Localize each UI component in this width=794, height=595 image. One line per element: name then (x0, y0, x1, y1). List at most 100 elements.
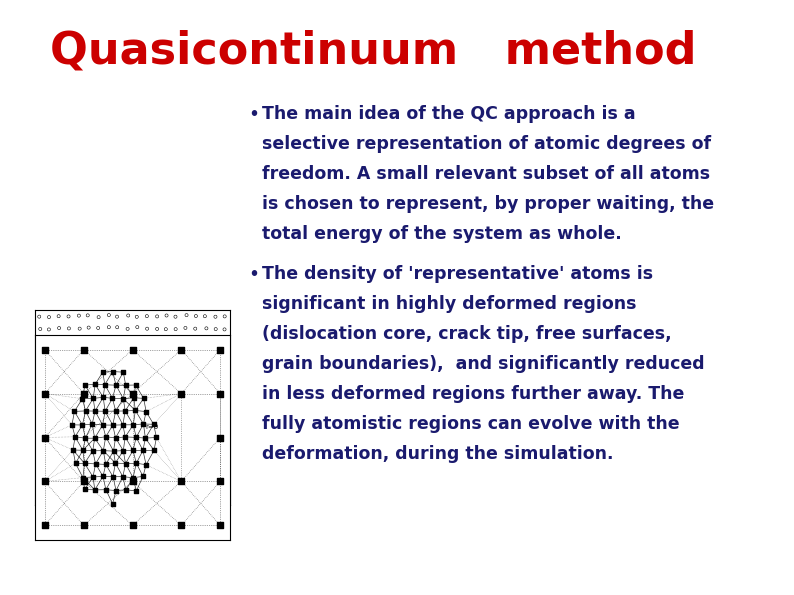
Point (191, 347, 203, 356)
Point (190, 311, 202, 321)
Point (151, 312, 164, 321)
Point (110, 486, 122, 495)
Point (218, 457, 231, 466)
Point (210, 421, 222, 430)
Point (98, 406, 111, 416)
Point (83, 360, 95, 369)
Point (160, 385, 172, 394)
Point (150, 396, 163, 406)
Point (199, 359, 212, 368)
Point (43, 410, 56, 419)
Point (180, 311, 193, 320)
Point (121, 324, 134, 334)
Point (52, 323, 65, 333)
Point (121, 372, 134, 381)
Point (83, 334, 95, 344)
Point (102, 434, 115, 443)
Point (101, 360, 114, 369)
Point (199, 421, 212, 431)
Point (82, 421, 94, 431)
Point (67, 445, 79, 455)
Point (141, 409, 153, 418)
Point (121, 410, 134, 419)
Point (148, 446, 160, 455)
Point (82, 371, 94, 381)
Point (218, 409, 231, 419)
Point (198, 349, 211, 359)
Point (140, 397, 152, 406)
Point (160, 421, 173, 430)
Point (148, 419, 160, 429)
Point (130, 384, 143, 393)
Point (79, 434, 92, 443)
Point (140, 372, 152, 382)
Point (43, 325, 56, 334)
Point (219, 434, 232, 443)
Point (199, 446, 212, 455)
Point (93, 336, 106, 345)
Point (99, 460, 112, 469)
Point (33, 396, 46, 406)
Point (34, 469, 47, 479)
Point (34, 347, 47, 357)
Point (66, 420, 79, 430)
Point (43, 459, 56, 468)
Point (140, 460, 152, 469)
Point (52, 444, 65, 454)
Point (52, 495, 65, 505)
Point (38, 345, 51, 355)
Point (170, 335, 183, 345)
Point (106, 367, 119, 377)
Point (121, 337, 134, 346)
Point (141, 444, 154, 454)
Point (71, 434, 84, 443)
Point (83, 433, 95, 442)
Point (73, 347, 86, 356)
Point (96, 367, 109, 377)
Text: selective representation of atomic degrees of: selective representation of atomic degre… (262, 135, 711, 153)
Point (102, 334, 115, 344)
Point (160, 359, 172, 369)
Point (98, 380, 111, 390)
Point (189, 384, 202, 393)
Point (38, 477, 51, 486)
Point (83, 347, 95, 357)
Point (101, 495, 114, 505)
Point (151, 349, 164, 358)
Point (171, 384, 183, 393)
Point (199, 383, 212, 393)
Point (44, 494, 56, 503)
Point (87, 472, 99, 482)
Point (43, 384, 56, 394)
Point (129, 380, 142, 390)
Point (214, 433, 226, 442)
Point (180, 433, 193, 443)
Point (43, 347, 56, 357)
Point (33, 384, 46, 394)
Point (219, 336, 232, 345)
Point (102, 458, 115, 468)
Point (73, 494, 86, 503)
Point (152, 471, 164, 480)
Point (220, 396, 233, 406)
Point (160, 469, 173, 478)
Text: •: • (248, 265, 259, 284)
Point (137, 419, 150, 429)
Point (198, 372, 211, 381)
Point (63, 482, 75, 491)
Point (73, 373, 86, 383)
Point (152, 361, 164, 370)
Point (121, 483, 133, 492)
Point (111, 322, 124, 332)
Point (89, 380, 102, 389)
Point (79, 406, 92, 416)
Point (93, 481, 106, 490)
Point (208, 360, 221, 369)
Point (76, 473, 89, 483)
Point (160, 458, 173, 467)
Point (141, 347, 153, 356)
Point (121, 311, 134, 320)
Point (72, 397, 85, 407)
Point (139, 433, 152, 443)
Point (91, 384, 104, 393)
